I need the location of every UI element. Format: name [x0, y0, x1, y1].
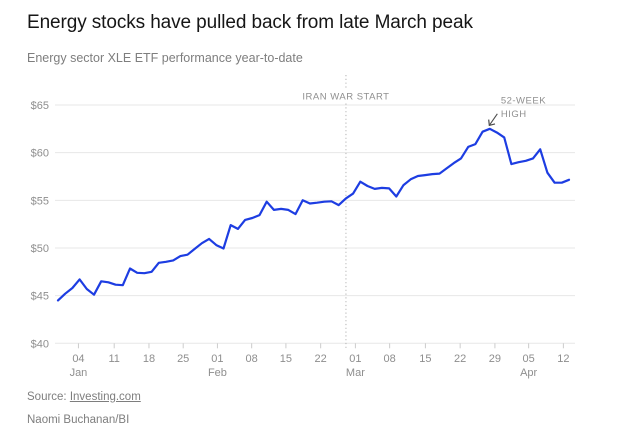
x-axis-label: 15: [280, 353, 292, 365]
x-axis-label: 12: [557, 353, 569, 365]
y-axis-label: $60: [31, 148, 49, 160]
source-line: Source: Investing.com: [27, 391, 141, 403]
x-axis-month-label: Feb: [208, 367, 227, 379]
y-axis-label: $50: [31, 243, 49, 255]
byline: Naomi Buchanan/BI: [27, 414, 130, 426]
source-label: Source:: [27, 391, 70, 403]
x-axis-label: 22: [454, 353, 466, 365]
x-axis-month-label: Apr: [520, 367, 537, 379]
page-title: Energy stocks have pulled back from late…: [27, 12, 473, 33]
x-axis-label: 22: [315, 353, 327, 365]
peak-label-line2: HIGH: [501, 109, 527, 120]
y-axis-label: $40: [31, 338, 49, 350]
x-axis-label: 04: [72, 353, 84, 365]
y-axis-label: $65: [31, 100, 49, 112]
y-axis-label: $45: [31, 291, 49, 303]
x-axis-label: 15: [419, 353, 431, 365]
peak-label-line1: 52-WEEK: [501, 95, 546, 106]
event-vline-label: IRAN WAR START: [302, 92, 389, 103]
x-axis-label: 08: [384, 353, 396, 365]
x-axis-month-label: Mar: [346, 367, 365, 379]
x-axis-label: 18: [143, 353, 155, 365]
price-line: [56, 127, 571, 302]
peak-arrow: [488, 113, 498, 127]
y-axis-label: $55: [31, 195, 49, 207]
x-axis-label: 01: [211, 353, 223, 365]
x-axis-label: 01: [349, 353, 361, 365]
x-axis-label: 11: [108, 353, 119, 365]
x-axis-month-label: Jan: [70, 367, 88, 379]
x-axis-label: 29: [489, 353, 501, 365]
x-axis-label: 08: [246, 353, 258, 365]
x-axis-label: 05: [523, 353, 535, 365]
chart-subtitle: Energy sector XLE ETF performance year-t…: [27, 51, 303, 65]
source-link[interactable]: Investing.com: [69, 391, 141, 403]
x-axis-label: 25: [177, 353, 189, 365]
